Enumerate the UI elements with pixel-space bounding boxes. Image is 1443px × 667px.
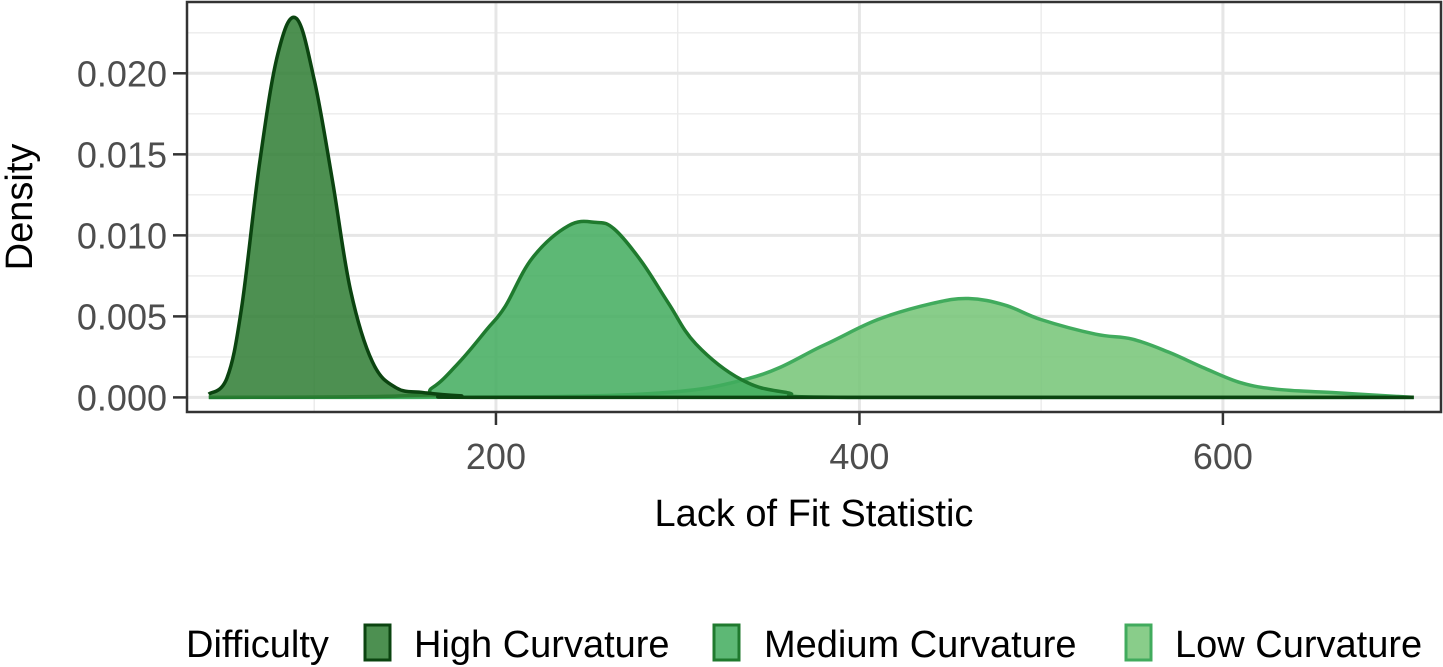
- y-tick-label: 0.000: [77, 377, 167, 418]
- density-area-low-curvature: [208, 298, 1414, 398]
- legend-label-medium-curvature: Medium Curvature: [764, 624, 1077, 666]
- x-tick-label: 400: [829, 436, 889, 477]
- panel-border: [185, 0, 1443, 414]
- legend-label-low-curvature: Low Curvature: [1175, 624, 1422, 666]
- x-axis-title: Lack of Fit Statistic: [655, 493, 974, 535]
- y-tick-label: 0.020: [77, 53, 167, 94]
- panel-background: [187, 2, 1441, 412]
- axes: 0.000 0.005 0.010 0.015 0.020 200 400 600: [77, 53, 1253, 477]
- x-tick-label: 600: [1193, 436, 1253, 477]
- y-tick-label: 0.005: [77, 296, 167, 337]
- x-tick-label: 200: [466, 436, 526, 477]
- y-tick-label: 0.010: [77, 215, 167, 256]
- legend-key-medium-curvature: [712, 623, 741, 662]
- density-line-high-curvature: [207, 15, 1414, 400]
- legend-label-high-curvature: High Curvature: [414, 624, 670, 666]
- y-tick-label: 0.015: [77, 134, 167, 175]
- density-area-medium-curvature: [208, 221, 1414, 398]
- density-area-high-curvature: [208, 17, 1414, 398]
- legend-title: Difficulty: [186, 624, 329, 666]
- legend: Difficulty High Curvature Medium Curvatur…: [186, 623, 1422, 666]
- legend-key-low-curvature: [1124, 623, 1153, 662]
- density-areas: [207, 15, 1414, 400]
- legend-key-high-curvature: [363, 623, 392, 662]
- y-axis-title: Density: [0, 144, 41, 271]
